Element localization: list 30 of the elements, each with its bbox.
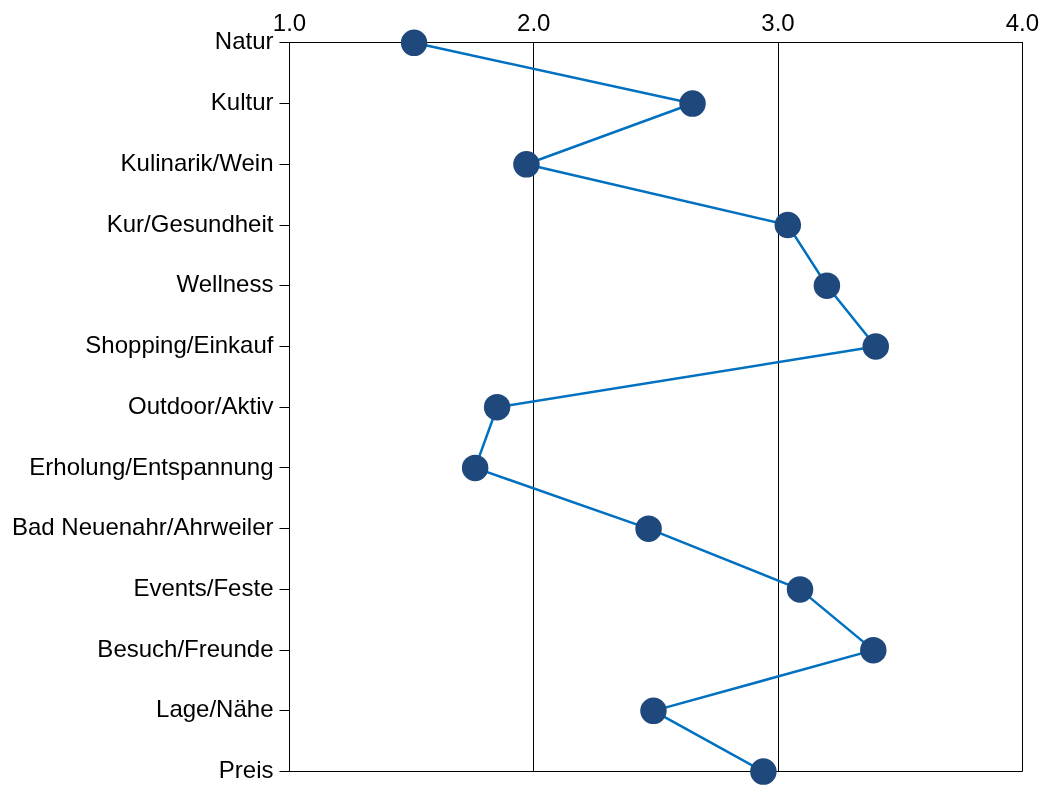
x-tick-label: 1.0 bbox=[272, 9, 307, 37]
y-tick-label: Bad Neuenahr/Ahrweiler bbox=[12, 513, 274, 541]
x-tick-label: 3.0 bbox=[761, 9, 795, 37]
y-tick-label: Erholung/Entspannung bbox=[29, 452, 274, 480]
point bbox=[461, 454, 489, 482]
point bbox=[860, 636, 887, 664]
y-tick-label: Besuch/Freunde bbox=[97, 634, 274, 662]
point bbox=[640, 697, 667, 725]
point bbox=[774, 211, 802, 239]
point bbox=[513, 151, 540, 178]
y-tick-label: Events/Feste bbox=[133, 574, 274, 602]
y-tick-label: Natur bbox=[214, 27, 274, 55]
y-tick-label: Lage/Nähe bbox=[156, 695, 274, 723]
point bbox=[635, 515, 662, 542]
y-tick-label: Kultur bbox=[210, 88, 274, 116]
x-tick-label: 2.0 bbox=[517, 9, 551, 37]
y-tick-label: Preis bbox=[218, 756, 274, 784]
point bbox=[813, 272, 841, 299]
y-tick-label: Kur/Gesundheit bbox=[106, 209, 274, 237]
y-tick-label: Wellness bbox=[176, 270, 274, 298]
point bbox=[483, 393, 511, 421]
x-tick-label: 4.0 bbox=[1005, 9, 1040, 37]
point bbox=[679, 90, 706, 117]
point bbox=[400, 29, 428, 57]
y-tick-label: Outdoor/Aktiv bbox=[128, 391, 274, 419]
y-tick-label: Kulinarik/Wein bbox=[120, 148, 274, 176]
point bbox=[862, 333, 889, 360]
y-tick-label: Shopping/Einkauf bbox=[85, 331, 274, 359]
point bbox=[786, 576, 814, 603]
point bbox=[750, 758, 777, 785]
